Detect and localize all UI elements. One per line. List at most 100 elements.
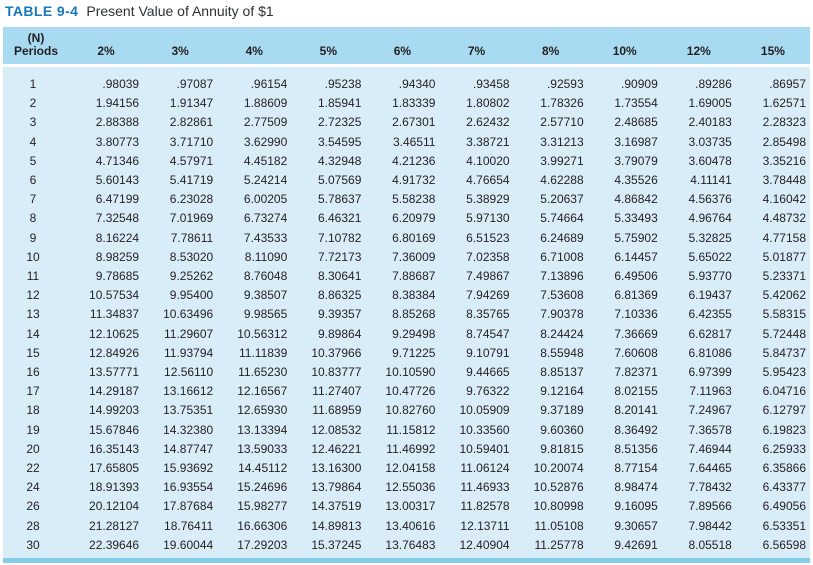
value-cell: 12.55036 <box>365 478 440 498</box>
value-cell: 14.45112 <box>217 459 292 479</box>
value-cell: 4.35526 <box>587 171 662 191</box>
value-cell: 5.84737 <box>735 343 810 364</box>
value-cell: 8.24424 <box>513 324 588 344</box>
value-cell: 16.66306 <box>217 516 292 536</box>
value-cell: 6.12797 <box>735 401 810 421</box>
value-cell: 14.37519 <box>291 497 366 517</box>
value-cell: 1.88609 <box>217 94 292 114</box>
value-cell: 2.40183 <box>661 113 736 133</box>
rate-column-header: 4% <box>217 27 292 67</box>
value-cell: 3.03735 <box>661 132 736 152</box>
value-cell: 13.57771 <box>69 363 144 383</box>
value-cell: 6.42355 <box>661 305 736 325</box>
value-cell: 7.53608 <box>513 286 588 306</box>
value-cell: 9.12164 <box>513 382 588 402</box>
value-cell: 16.35143 <box>69 439 144 460</box>
value-cell: 16.93554 <box>143 478 218 498</box>
value-cell: 1.80802 <box>439 94 514 114</box>
period-cell: 17 <box>3 382 69 402</box>
value-cell: 3.60478 <box>661 151 736 172</box>
value-cell: 2.57710 <box>513 113 588 133</box>
period-cell: 6 <box>3 171 69 191</box>
value-cell: 13.79864 <box>291 478 366 498</box>
period-cell: 22 <box>3 459 69 479</box>
value-cell: 9.37189 <box>513 401 588 421</box>
table-row: 1.98039.97087.96154.95238.94340.93458.92… <box>3 65 810 95</box>
value-cell: 13.16300 <box>291 459 366 479</box>
value-cell: 11.29607 <box>143 324 218 344</box>
rate-column-header: 5% <box>291 27 366 67</box>
value-cell: 1.91347 <box>143 94 218 114</box>
value-cell: 8.36492 <box>587 420 662 440</box>
table-row: 4 3.80773 3.71710 3.62990 3.54595 3.46511 3.38… <box>3 132 810 152</box>
value-cell: 7.64465 <box>661 459 736 479</box>
value-cell: 7.72173 <box>291 247 366 268</box>
table-row: 22 17.65805 15.93692 14.45112 13.16300 12.041… <box>3 459 810 479</box>
value-cell: 10.10590 <box>365 363 440 383</box>
value-cell: .93458 <box>439 65 514 95</box>
period-cell: 13 <box>3 305 69 325</box>
period-cell: 4 <box>3 132 69 152</box>
value-cell: .96154 <box>217 65 292 95</box>
value-cell: 4.16042 <box>735 190 810 210</box>
table-row: 5 4.71346 4.57971 4.45182 4.32948 4.21236 4.10… <box>3 151 810 172</box>
value-cell: 10.05909 <box>439 401 514 421</box>
value-cell: 14.89813 <box>291 516 366 536</box>
value-cell: 10.57534 <box>69 286 144 306</box>
value-cell: 8.53020 <box>143 247 218 268</box>
table-number: TABLE 9-4 <box>5 3 79 19</box>
value-cell: 4.11141 <box>661 171 736 191</box>
value-cell: 7.01969 <box>143 209 218 229</box>
value-cell: 3.79079 <box>587 151 662 172</box>
value-cell: 7.24967 <box>661 401 736 421</box>
value-cell: 9.44665 <box>439 363 514 383</box>
value-cell: 7.36669 <box>587 324 662 344</box>
value-cell: 12.08532 <box>291 420 366 440</box>
value-cell: 3.35216 <box>735 151 810 172</box>
period-cell: 15 <box>3 343 69 364</box>
value-cell: 12.46221 <box>291 439 366 460</box>
value-cell: 12.13711 <box>439 516 514 536</box>
value-cell: 5.65022 <box>661 247 736 268</box>
rate-column-header: 12% <box>661 27 736 67</box>
value-cell: 1.78326 <box>513 94 588 114</box>
table-row: 2 1.94156 1.91347 1.88609 1.85941 1.83339 1.80… <box>3 94 810 114</box>
value-cell: 7.89566 <box>661 497 736 517</box>
value-cell: 9.71225 <box>365 343 440 364</box>
value-cell: 6.35866 <box>735 459 810 479</box>
value-cell: 13.00317 <box>365 497 440 517</box>
value-cell: 3.54595 <box>291 132 366 152</box>
value-cell: 7.43533 <box>217 228 292 248</box>
value-cell: 10.80998 <box>513 497 588 517</box>
periods-header-line2: Periods <box>13 44 58 58</box>
value-cell: 5.75902 <box>587 228 662 248</box>
value-cell: 8.98474 <box>587 478 662 498</box>
table-row: 18 14.99203 13.75351 12.65930 11.68959 10.827… <box>3 401 810 421</box>
value-cell: 11.65230 <box>217 363 292 383</box>
value-cell: 6.00205 <box>217 190 292 210</box>
value-cell: 10.52876 <box>513 478 588 498</box>
value-cell: 3.71710 <box>143 132 218 152</box>
table-row: 14 12.10625 11.29607 10.56312 9.89864 9.29498… <box>3 324 810 344</box>
value-cell: 3.80773 <box>69 132 144 152</box>
value-cell: 8.05518 <box>661 535 736 563</box>
value-cell: 8.85137 <box>513 363 588 383</box>
value-cell: 21.28127 <box>69 516 144 536</box>
value-cell: 1.83339 <box>365 94 440 114</box>
rate-column-header: 3% <box>143 27 218 67</box>
value-cell: 9.29498 <box>365 324 440 344</box>
value-cell: 3.99271 <box>513 151 588 172</box>
value-cell: 9.30657 <box>587 516 662 536</box>
value-cell: 17.29203 <box>217 535 292 563</box>
value-cell: .86957 <box>735 65 810 95</box>
period-cell: 28 <box>3 516 69 536</box>
value-cell: 13.16612 <box>143 382 218 402</box>
value-cell: 6.81369 <box>587 286 662 306</box>
value-cell: 4.91732 <box>365 171 440 191</box>
value-cell: 6.46321 <box>291 209 366 229</box>
value-cell: 8.98259 <box>69 247 144 268</box>
value-cell: 12.16567 <box>217 382 292 402</box>
value-cell: 7.60608 <box>587 343 662 364</box>
value-cell: 4.57971 <box>143 151 218 172</box>
